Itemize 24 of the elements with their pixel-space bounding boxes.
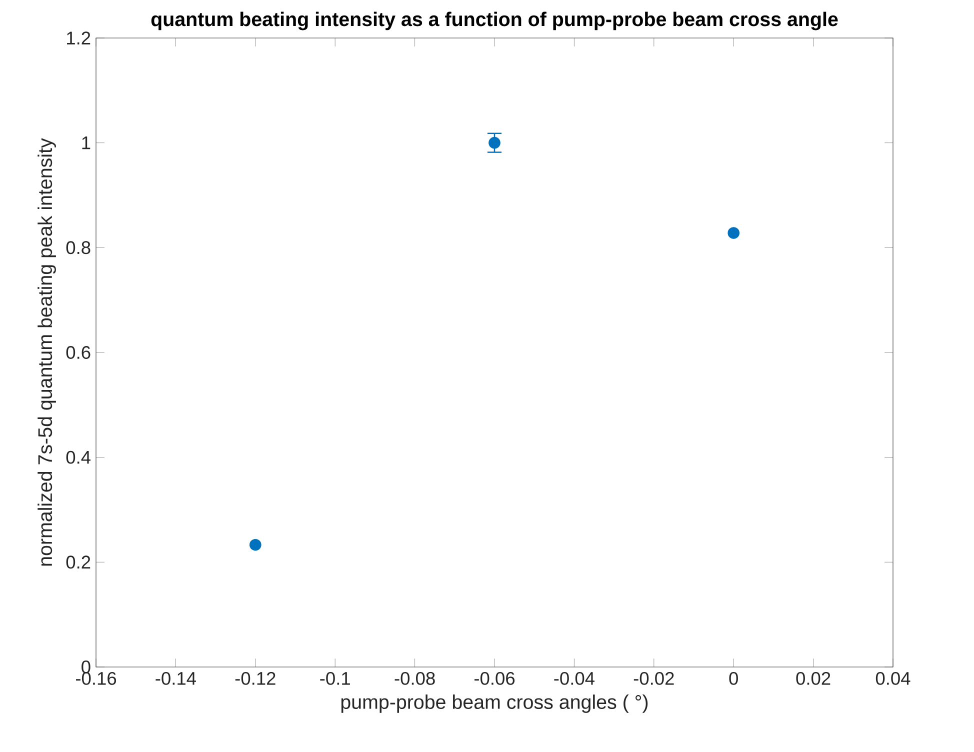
point [250,538,262,551]
x-tick-label: -0.1 [320,672,350,685]
x-tick-label: -0.08 [394,672,435,685]
y-tick-label: 0.6 [66,346,90,359]
x-tick-label: 0.02 [796,672,830,685]
x-tick-label: -0.04 [554,672,594,685]
point [488,136,500,149]
y-axis-title: normalized 7s-5d quantum beating peak intensity [38,138,56,566]
y-tick-label: 1 [82,136,90,150]
y-tick-label: 0.2 [66,556,90,569]
y-tick-label: 0.8 [66,241,90,254]
x-tick-label: -0.06 [474,672,515,685]
x-tick-label: -0.12 [235,672,276,685]
x-tick-label: -0.16 [76,672,116,685]
x-axis-title: pump-probe beam cross angles ( °) [341,694,648,713]
y-tick-label: 0 [82,660,90,674]
y-tick-label: 1.2 [67,32,90,44]
point [728,227,740,239]
x-tick-label: 0 [729,672,738,685]
y-tick-label: 0.4 [66,450,91,464]
x-tick-label: 0.04 [876,672,910,685]
x-tick-label: -0.02 [634,672,674,685]
chart-title: quantum beating intensity as a function of pump-probe beam cross angle [151,12,838,30]
x-tick-label: -0.14 [156,672,196,685]
